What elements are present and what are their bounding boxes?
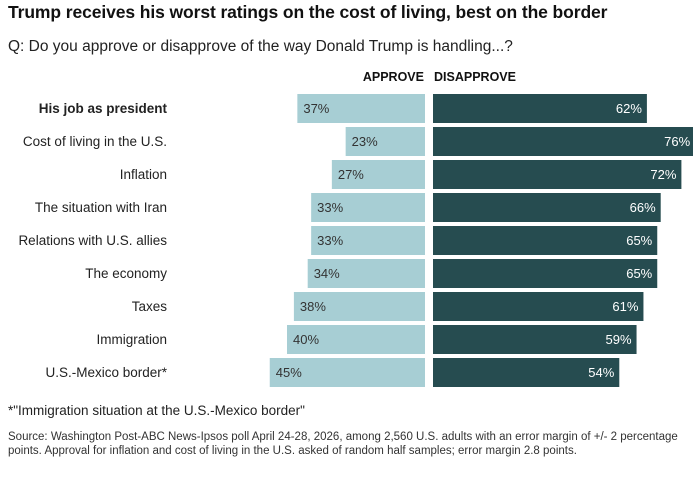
- approve-value-label: 33%: [317, 233, 343, 248]
- disapprove-bar: [433, 325, 637, 354]
- approve-value-label: 45%: [276, 365, 302, 380]
- disapprove-value-label: 66%: [630, 200, 656, 215]
- category-label: Cost of living in the U.S.: [23, 134, 167, 149]
- approve-bar: [287, 325, 425, 354]
- approve-value-label: 23%: [352, 134, 378, 149]
- disapprove-value-label: 72%: [650, 167, 676, 182]
- disapprove-bar: [433, 193, 661, 222]
- source-note: Source: Washington Post-ABC News-Ipsos p…: [8, 431, 678, 457]
- disapprove-value-label: 62%: [616, 101, 642, 116]
- approve-value-label: 37%: [303, 101, 329, 116]
- category-label: The situation with Iran: [35, 200, 167, 215]
- category-label: Taxes: [132, 299, 168, 314]
- category-label: Inflation: [120, 167, 167, 182]
- approve-value-label: 27%: [338, 167, 364, 182]
- disapprove-value-label: 61%: [612, 299, 638, 314]
- disapprove-value-label: 65%: [626, 233, 652, 248]
- disapprove-value-label: 65%: [626, 266, 652, 281]
- disapprove-bar: [433, 292, 644, 321]
- category-label: His job as president: [39, 101, 168, 116]
- footnote: *"Immigration situation at the U.S.-Mexi…: [8, 403, 305, 418]
- approve-bar: [345, 127, 425, 156]
- disapprove-value-label: 54%: [588, 365, 614, 380]
- approve-bar: [269, 358, 425, 387]
- disapprove-bar: [433, 160, 682, 189]
- approve-value-label: 40%: [293, 332, 319, 347]
- category-label: U.S.-Mexico border*: [45, 365, 167, 380]
- approve-bar: [297, 94, 425, 123]
- approve-bar: [311, 226, 425, 255]
- approve-value-label: 34%: [314, 266, 340, 281]
- diverging-bar-chart: His job as president 37% 62% Cost of living…: [18, 94, 693, 387]
- category-label: Immigration: [96, 332, 167, 347]
- disapprove-bar: [433, 94, 647, 123]
- disapprove-bar: [433, 358, 620, 387]
- disapprove-bar: [433, 127, 693, 156]
- approve-bar: [307, 259, 425, 288]
- approve-value-label: 33%: [317, 200, 343, 215]
- disapprove-value-label: 59%: [606, 332, 632, 347]
- approve-bar: [311, 193, 425, 222]
- approve-bar: [331, 160, 425, 189]
- chart-subtitle: Q: Do you approve or disapprove of the w…: [8, 38, 513, 55]
- approve-value-label: 38%: [300, 299, 326, 314]
- chart-title: Trump receives his worst ratings on the …: [8, 2, 608, 22]
- category-label: The economy: [85, 266, 167, 281]
- approve-column-header: APPROVE: [362, 70, 424, 84]
- disapprove-column-header: DISAPPROVE: [434, 70, 516, 84]
- disapprove-bar: [433, 226, 658, 255]
- category-label: Relations with U.S. allies: [18, 233, 167, 248]
- disapprove-bar: [433, 259, 658, 288]
- disapprove-value-label: 76%: [664, 134, 690, 149]
- approve-bar: [293, 292, 425, 321]
